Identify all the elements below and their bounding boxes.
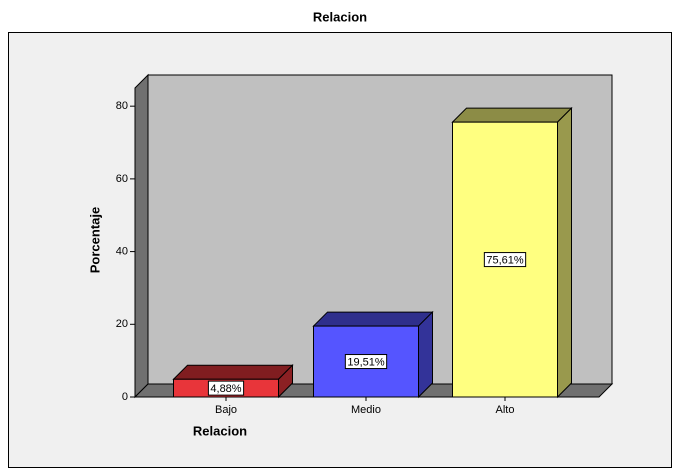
side-wall: [134, 73, 149, 399]
value-label: 75,61%: [486, 254, 524, 266]
bar-side: [557, 106, 572, 399]
y-tick-label: 80: [116, 100, 128, 112]
y-tick-label: 40: [116, 245, 128, 257]
x-tick-label: Alto: [496, 404, 515, 416]
x-axis-label: Relacion: [193, 423, 247, 438]
value-label-box: [483, 252, 527, 268]
bar-top: [451, 107, 573, 123]
bar-top: [312, 311, 434, 327]
x-tick-label: Bajo: [215, 404, 237, 416]
bar-side: [418, 310, 433, 399]
y-axis-label: Porcentaje: [87, 207, 102, 273]
value-label: 19,51%: [347, 356, 385, 368]
value-label-box: [344, 354, 388, 370]
y-tick-label: 0: [122, 391, 128, 403]
bar-top: [172, 364, 294, 380]
y-tick-label: 20: [116, 318, 128, 330]
chart-title: Relacion: [313, 9, 367, 24]
x-tick-label: Medio: [351, 404, 381, 416]
value-label: 4,88%: [210, 383, 241, 395]
y-tick-label: 60: [116, 173, 128, 185]
value-label-box: [207, 380, 245, 396]
